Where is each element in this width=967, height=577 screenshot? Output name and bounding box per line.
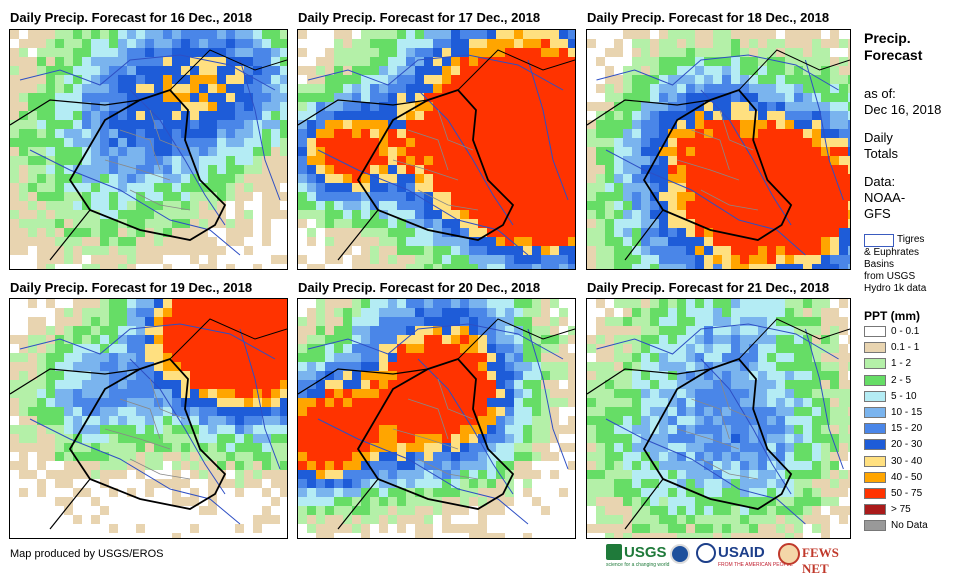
legend-swatch xyxy=(864,504,886,516)
legend-swatch xyxy=(864,439,886,451)
legend-swatch xyxy=(864,423,886,435)
legend-swatch xyxy=(864,326,886,337)
precip-map-6 xyxy=(587,299,850,538)
as-of-date: as of: Dec 16, 2018 xyxy=(864,86,942,117)
legend-label: No Data xyxy=(891,520,928,532)
panel-title-2: Daily Precip. Forecast for 17 Dec., 2018 xyxy=(298,10,541,25)
legend-label: 0 - 0.1 xyxy=(891,326,920,337)
legend-swatch xyxy=(864,455,886,467)
legend-label: 5 - 10 xyxy=(891,390,917,402)
legend-item: 1 - 2 xyxy=(864,358,911,370)
legend-swatch xyxy=(864,520,886,532)
map-panel-2 xyxy=(297,29,576,270)
legend-item: 0 - 0.1 xyxy=(864,326,919,338)
legend-label: 30 - 40 xyxy=(891,455,923,467)
precip-map-1 xyxy=(10,30,287,269)
legend-label: 10 - 15 xyxy=(891,407,923,418)
usgs-logo: USGS science for a changing world xyxy=(606,544,670,568)
legend-label: 2 - 5 xyxy=(891,374,912,386)
legend-item: 2 - 5 xyxy=(864,374,912,387)
legend-label: > 75 xyxy=(891,504,911,516)
legend-item: 5 - 10 xyxy=(864,390,917,403)
legend-item: 15 - 20 xyxy=(864,423,922,435)
legend-swatch xyxy=(864,390,886,402)
map-panel-6 xyxy=(586,298,851,539)
precip-map-2 xyxy=(298,30,575,269)
noaa-logo xyxy=(670,544,690,564)
panel-title-6: Daily Precip. Forecast for 21 Dec., 2018 xyxy=(587,280,830,295)
legend-item: 50 - 75 xyxy=(864,488,922,500)
basin-swatch xyxy=(864,234,894,247)
map-panel-4 xyxy=(9,298,288,539)
legend-item: 10 - 15 xyxy=(864,407,922,419)
legend-swatch xyxy=(864,407,886,418)
legend-label: 1 - 2 xyxy=(891,358,912,370)
legend-title: PPT (mm) xyxy=(864,309,921,323)
legend-swatch xyxy=(864,342,886,354)
map-panel-3 xyxy=(586,29,851,270)
sidebar-title: Precip. Forecast xyxy=(864,30,923,63)
legend-item: 30 - 40 xyxy=(864,455,923,468)
daily-totals-label: Daily Totals xyxy=(864,130,898,161)
panel-title-5: Daily Precip. Forecast for 20 Dec., 2018 xyxy=(298,280,541,295)
legend-item: 0.1 - 1 xyxy=(864,342,919,354)
panel-title-1: Daily Precip. Forecast for 16 Dec., 2018 xyxy=(10,10,253,25)
legend-swatch xyxy=(864,374,886,386)
fews-net-logo: FEWS NET xyxy=(778,543,858,576)
legend-label: 50 - 75 xyxy=(891,488,923,499)
panel-title-3: Daily Precip. Forecast for 18 Dec., 2018 xyxy=(587,10,830,25)
legend-label: 20 - 30 xyxy=(891,439,923,451)
precip-map-3 xyxy=(587,30,850,269)
legend-item: 40 - 50 xyxy=(864,471,923,484)
legend-item: No Data xyxy=(864,520,928,532)
legend-item: > 75 xyxy=(864,504,911,516)
precip-map-4 xyxy=(10,299,287,538)
legend-swatch xyxy=(864,471,886,483)
basin-legend: Tigres & Euphrates Basins from USGS Hydr… xyxy=(864,234,927,294)
legend-swatch xyxy=(864,488,886,499)
panel-title-4: Daily Precip. Forecast for 19 Dec., 2018 xyxy=(10,280,253,295)
legend-swatch xyxy=(864,358,886,370)
data-source: Data: NOAA- GFS xyxy=(864,174,906,221)
map-panel-1 xyxy=(9,29,288,270)
map-panel-5 xyxy=(297,298,576,539)
usaid-logo: USAID FROM THE AMERICAN PEOPLE xyxy=(696,543,793,571)
legend-label: 40 - 50 xyxy=(891,471,923,483)
legend-label: 0.1 - 1 xyxy=(891,342,920,354)
legend-label: 15 - 20 xyxy=(891,423,923,435)
precip-map-5 xyxy=(298,299,575,538)
map-credit: Map produced by USGS/EROS xyxy=(10,548,164,560)
legend-item: 20 - 30 xyxy=(864,439,922,451)
